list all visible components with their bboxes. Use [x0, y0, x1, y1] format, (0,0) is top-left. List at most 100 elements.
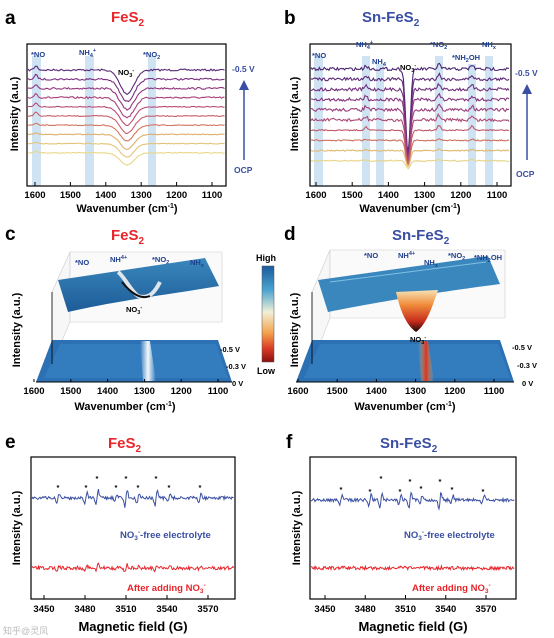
spectrum-b [310, 112, 510, 164]
panel-b-title: Sn-FeS2 [362, 9, 420, 29]
xaxis-d-tick-label: 1100 [484, 386, 505, 397]
epr-peak-star: * [137, 483, 140, 492]
panel-c: c FeS2 1600 1500 1400 1300 1200 1100 Intensit… [5, 224, 246, 413]
xaxis-e-tick-label: 3540 [156, 604, 177, 615]
annot-b-no3: NO3- [400, 63, 416, 74]
xaxis-c-tick-label: 1100 [208, 386, 229, 397]
spectra-a [27, 65, 225, 166]
panel-letter-d: d [284, 224, 296, 245]
xaxis-d-tick-label: 1600 [287, 386, 308, 397]
annot-c-nhx: NHx [190, 258, 205, 269]
annot-b-no2: *NO2 [430, 40, 447, 51]
potential-c-1: -0.3 V [226, 362, 246, 371]
spectrum-a [28, 102, 225, 127]
spectrum-a [27, 65, 225, 96]
epr-peak-star: * [57, 483, 60, 492]
xaxis-e-tick-label: 3480 [74, 604, 95, 615]
band-no [32, 56, 41, 186]
annot-a-no2: *NO2 [143, 50, 160, 61]
annot-a-no3: NO3- [118, 68, 134, 79]
arrow-head-b [522, 84, 532, 94]
floor-d-shade [304, 344, 510, 378]
band-b-nh2oh [468, 64, 476, 186]
spectrum-b [310, 158, 510, 170]
label-f-blue: NO3--free electrolyte [404, 529, 495, 542]
epr-traces-f: * * * * * * * * * [310, 474, 515, 572]
plot-frame-b [309, 43, 512, 187]
epr-peak-star: * [482, 487, 485, 496]
projection-no3-c [140, 341, 156, 381]
potential-d-0: -0.5 V [512, 343, 532, 352]
epr-peak-star: * [399, 487, 402, 496]
watermark: 知乎@灵凤 [3, 625, 48, 636]
ticks-d: 1600 1500 1400 1300 1200 1100 [287, 379, 504, 397]
xaxis-a-tick-label: 1400 [95, 190, 116, 201]
annot-b-nhx: NHx [482, 40, 497, 51]
spectrum-a [27, 150, 225, 166]
xlabel-a: Wavenumber (cm-1) [76, 203, 178, 215]
ylabel-f: Intensity (a.u.) [291, 490, 303, 565]
epr-peak-star: * [369, 487, 372, 496]
spectrum-a [27, 92, 225, 119]
colorbar-gradient [261, 265, 275, 363]
xaxis-f-tick-label: 3540 [435, 604, 456, 615]
potential-top-b: -0.5 V [515, 68, 538, 78]
panel-f-title: Sn-FeS2 [380, 435, 438, 455]
surface-well-d [396, 290, 438, 332]
spectrum-a [27, 84, 225, 111]
spectrum-a [27, 111, 225, 135]
ticks-e: 3450 3480 3510 3540 3570 [33, 595, 219, 615]
epr-peak-star: * [340, 485, 343, 494]
xaxis-d-tick-label: 1500 [327, 386, 348, 397]
xaxis-f-tick-label: 3570 [475, 604, 496, 615]
arrow-head-a [239, 80, 249, 90]
spectrum-a [27, 141, 225, 158]
xaxis-c-tick-label: 1500 [60, 386, 81, 397]
annot-a-no: *NO [31, 50, 45, 59]
panel-c-title: FeS2 [111, 227, 145, 247]
spectrum-a [27, 73, 225, 103]
ylabel-c: Intensity (a.u.) [11, 292, 23, 367]
surface-ridge-d [329, 261, 487, 283]
panel-letter-e: e [5, 432, 16, 453]
plot-frame-e [30, 456, 236, 600]
epr-peak-star: * [420, 484, 423, 493]
ylabel-b: Intensity (a.u.) [289, 76, 301, 151]
annot-d-no3: NO3- [410, 335, 426, 346]
xaxis-b-tick-label: 1100 [487, 190, 508, 201]
ticks-b: 1600 1500 1400 1300 1200 1100 [305, 182, 507, 201]
annot-c-no: *NO [75, 258, 89, 267]
label-f-red: After adding NO3- [412, 582, 491, 595]
annot-a-nh4: NH4+ [79, 48, 96, 59]
xlabel-f: Magnetic field (G) [358, 619, 467, 634]
epr-peak-star: * [409, 477, 412, 486]
band-b-nhx [485, 56, 493, 186]
colorbar: High Low [256, 253, 276, 376]
ticks-a: 1600 1500 1400 1300 1200 1100 [24, 182, 222, 201]
spectrum-b [310, 138, 510, 166]
panel-f: f Sn-FeS2 * * * * * * * * * 3450 3480 3510 3540 3570… [286, 432, 517, 634]
colorbar-high-label: High [256, 253, 276, 263]
annot-b-no: *NO [312, 51, 326, 60]
xaxis-b-tick-label: 1600 [305, 190, 326, 201]
ylabel-a: Intensity (a.u.) [9, 76, 21, 151]
panel-letter-c: c [5, 224, 16, 245]
panel-letter-b: b [284, 8, 296, 29]
panel-letter-f: f [286, 432, 293, 453]
epr-peak-star: * [96, 474, 99, 483]
xaxis-e-tick-label: 3570 [197, 604, 218, 615]
plot-frame-a [26, 43, 227, 187]
epr-peak-star: * [168, 483, 171, 492]
xaxis-a-tick-label: 1500 [60, 190, 81, 201]
xaxis-f-tick-label: 3480 [355, 604, 376, 615]
annot-d-no2: *NO2 [448, 251, 465, 262]
ylabel-d: Intensity (a.u.) [289, 292, 301, 367]
epr-peak-star: * [451, 485, 454, 494]
annot-d-nh4: NH4+ [398, 251, 415, 260]
spectrum-a [27, 131, 225, 150]
annot-c-no3: NO3- [126, 305, 142, 316]
xaxis-b-tick-label: 1500 [342, 190, 363, 201]
panel-d-title: Sn-FeS2 [392, 227, 450, 247]
xaxis-d-tick-label: 1400 [366, 386, 387, 397]
